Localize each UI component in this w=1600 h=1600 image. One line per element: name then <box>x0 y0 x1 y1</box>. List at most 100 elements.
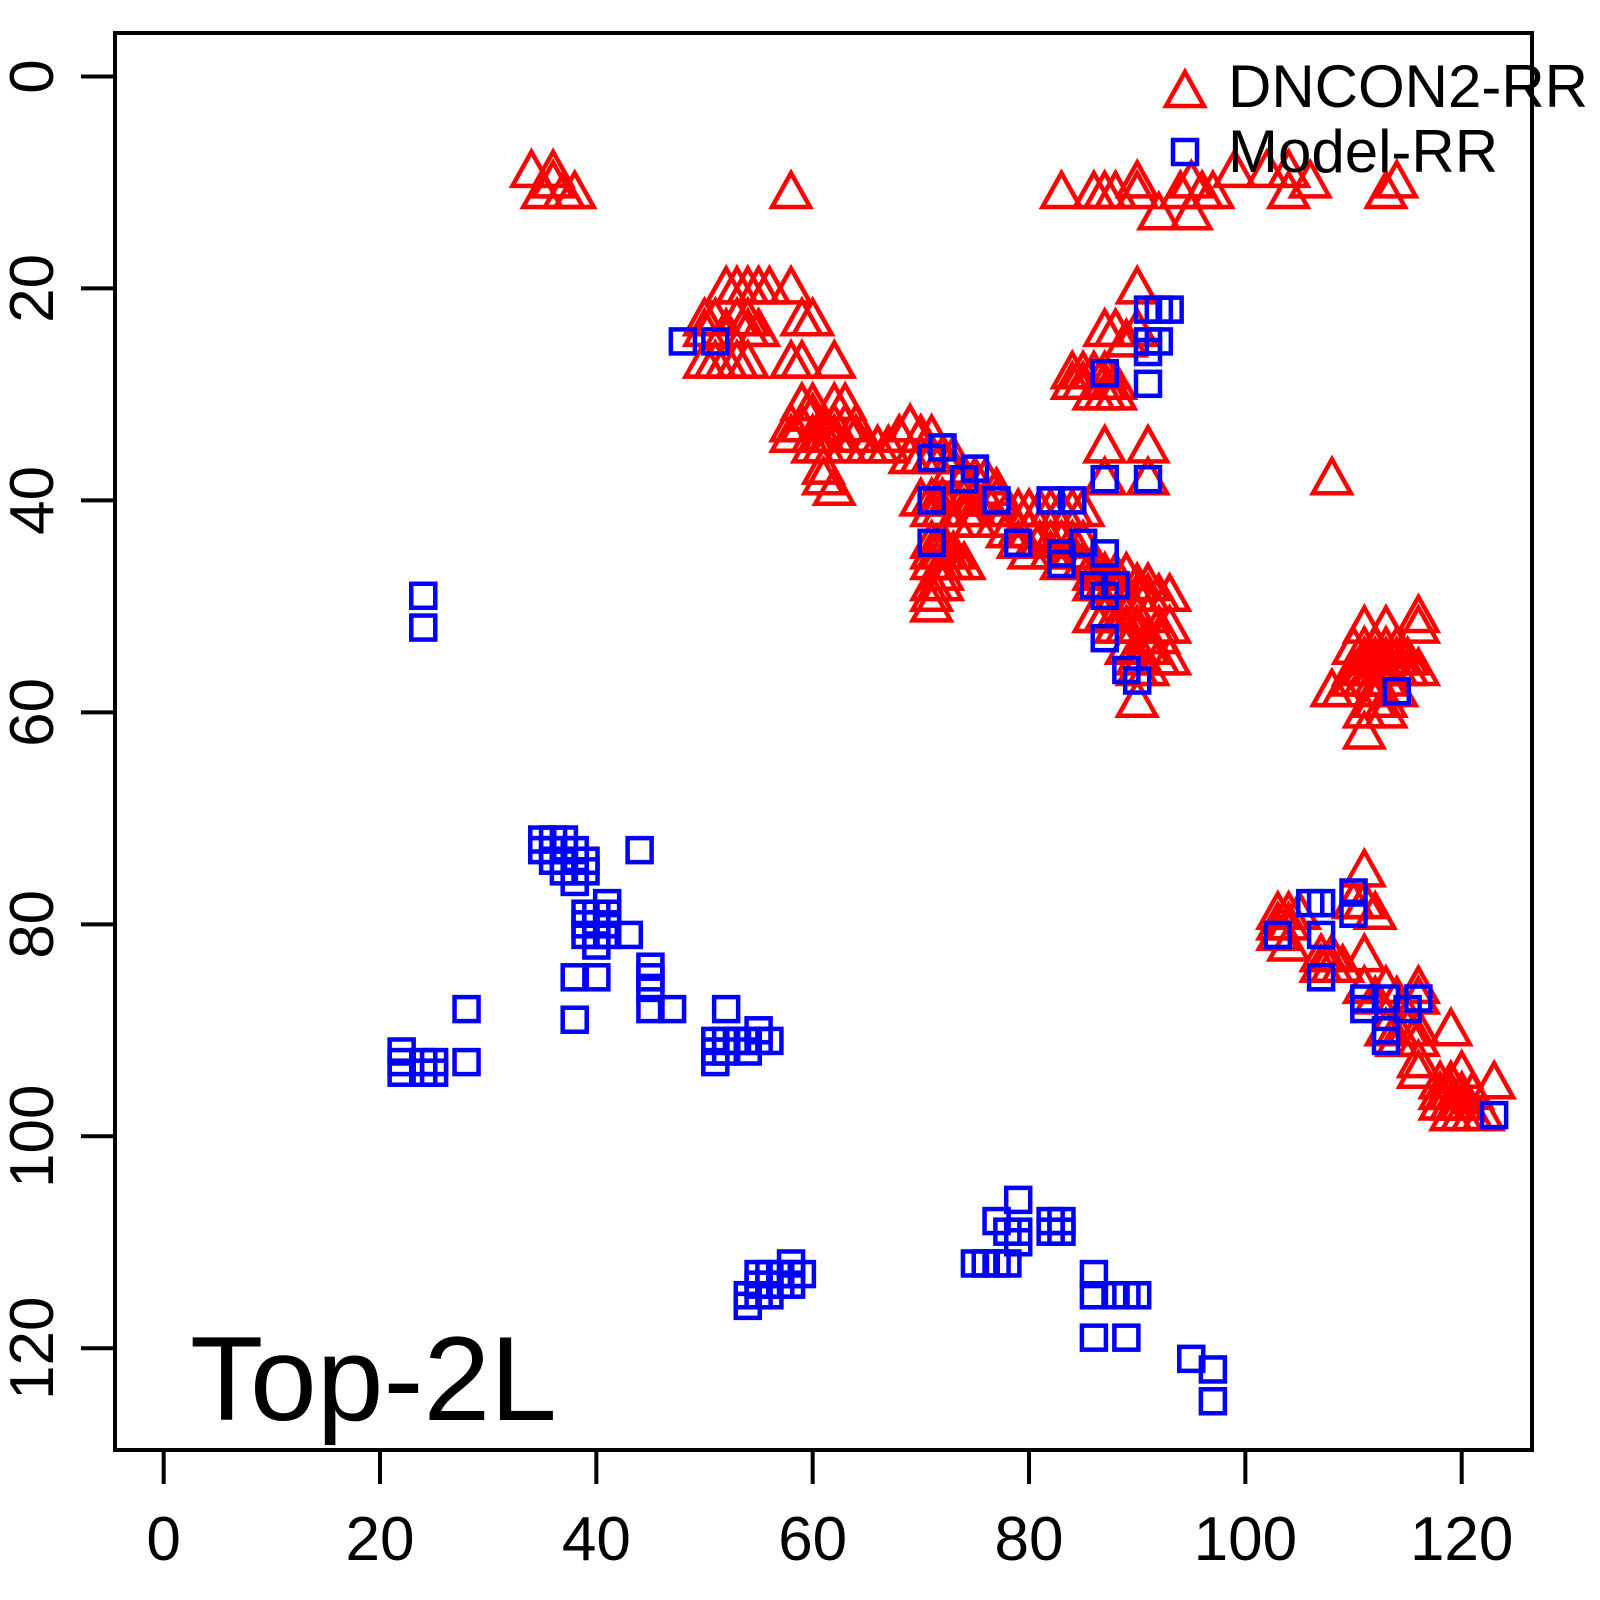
triangle-point <box>1395 592 1442 634</box>
square-point <box>1339 878 1368 907</box>
triangle-point <box>1428 1005 1474 1047</box>
triangle-point <box>822 380 868 422</box>
square-point <box>1090 623 1119 653</box>
square-point <box>1382 676 1412 706</box>
legend: DNCON2-RR Model-RR <box>1162 53 1588 185</box>
square-point <box>1393 994 1422 1024</box>
square-point <box>636 994 665 1024</box>
triangle-point <box>1038 168 1085 210</box>
square-point <box>949 464 979 494</box>
triangle-point <box>1395 602 1442 644</box>
triangle-point <box>1395 1048 1442 1089</box>
square-point <box>982 486 1011 515</box>
square-point <box>1122 1281 1152 1310</box>
square-point <box>668 327 698 356</box>
triangle-point <box>768 168 814 210</box>
square-point <box>1133 464 1163 494</box>
square-point <box>1090 464 1119 494</box>
y-tick-label: 20 <box>0 254 67 323</box>
square-point <box>560 867 589 897</box>
triangle-point <box>1092 369 1139 411</box>
y-tick-label: 80 <box>0 890 67 959</box>
triangle-point <box>1363 168 1409 210</box>
square-point <box>1003 1185 1033 1215</box>
y-tick-label: 40 <box>0 466 67 535</box>
x-tick-label: 20 <box>346 1505 415 1574</box>
square-point <box>917 443 946 473</box>
triangle-point <box>1168 189 1215 231</box>
square-point <box>917 528 946 558</box>
x-tick-label: 40 <box>562 1505 631 1574</box>
triangle-point <box>1395 645 1442 687</box>
triangle-point <box>1265 920 1312 962</box>
square-point <box>409 613 438 642</box>
triangle-point <box>768 263 814 305</box>
square-point <box>1047 1217 1076 1246</box>
triangle-marker-icon <box>1162 67 1208 109</box>
triangle-point <box>811 465 858 507</box>
y-tick-label: 60 <box>0 678 67 747</box>
triangle-point <box>724 337 771 379</box>
triangle-point <box>1341 708 1388 750</box>
x-tick-label: 80 <box>995 1505 1064 1574</box>
triangle-point <box>811 337 858 379</box>
square-point <box>1350 994 1379 1024</box>
triangle-point <box>908 581 955 623</box>
square-point <box>1122 666 1152 695</box>
square-point <box>1198 1386 1228 1416</box>
square-point <box>1371 1026 1401 1056</box>
square-point <box>1079 1259 1109 1289</box>
square-point <box>560 963 589 992</box>
triangle-point <box>1244 147 1290 189</box>
triangle-point <box>876 412 923 454</box>
legend-label-dncon2-rr: DNCON2-RR <box>1228 53 1588 120</box>
square-point <box>657 994 687 1024</box>
square-point <box>1036 486 1065 515</box>
square-point <box>1079 1281 1109 1310</box>
square-point <box>1198 1355 1228 1384</box>
plot-annotation: Top-2L <box>190 1312 557 1446</box>
square-point <box>1003 528 1033 558</box>
triangle-point <box>1006 528 1052 570</box>
triangle-point <box>1092 168 1139 210</box>
square-point <box>1306 963 1336 992</box>
triangle-point <box>1114 157 1161 199</box>
square-point <box>1133 369 1163 399</box>
triangle-point <box>1287 157 1334 199</box>
triangle-point <box>530 147 576 189</box>
square-point <box>419 1058 449 1087</box>
square-point <box>1479 1100 1509 1130</box>
square-point <box>1079 1323 1109 1352</box>
square-point <box>733 1037 763 1066</box>
y-tick-label: 0 <box>0 59 67 93</box>
triangle-point <box>1265 147 1312 189</box>
square-point <box>917 486 946 515</box>
square-point <box>1058 486 1087 515</box>
square-point <box>733 1291 763 1321</box>
square-point <box>1090 358 1119 388</box>
x-tick-label: 0 <box>146 1505 180 1574</box>
legend-label-model-rr: Model-RR <box>1228 118 1498 185</box>
square-point <box>614 920 644 950</box>
triangle-point <box>1265 168 1312 210</box>
square-point <box>582 963 611 992</box>
y-tick-label: 120 <box>0 1297 67 1400</box>
triangle-point <box>941 539 987 581</box>
square-point <box>560 1005 589 1034</box>
triangle-point <box>1146 634 1193 676</box>
triangle-point <box>952 496 998 538</box>
x-tick-label: 120 <box>1410 1505 1513 1574</box>
square-point <box>452 994 481 1024</box>
square-point <box>1133 337 1163 367</box>
triangle-point <box>1471 1058 1517 1100</box>
square-point <box>993 1249 1022 1278</box>
triangle-point <box>1135 189 1182 231</box>
square-marker-icon <box>1170 137 1200 167</box>
square-point <box>701 1047 730 1077</box>
triangle-point <box>551 168 598 210</box>
square-point <box>409 581 438 611</box>
square-point <box>582 931 611 960</box>
triangle-point <box>508 147 555 189</box>
square-point <box>1155 295 1184 324</box>
